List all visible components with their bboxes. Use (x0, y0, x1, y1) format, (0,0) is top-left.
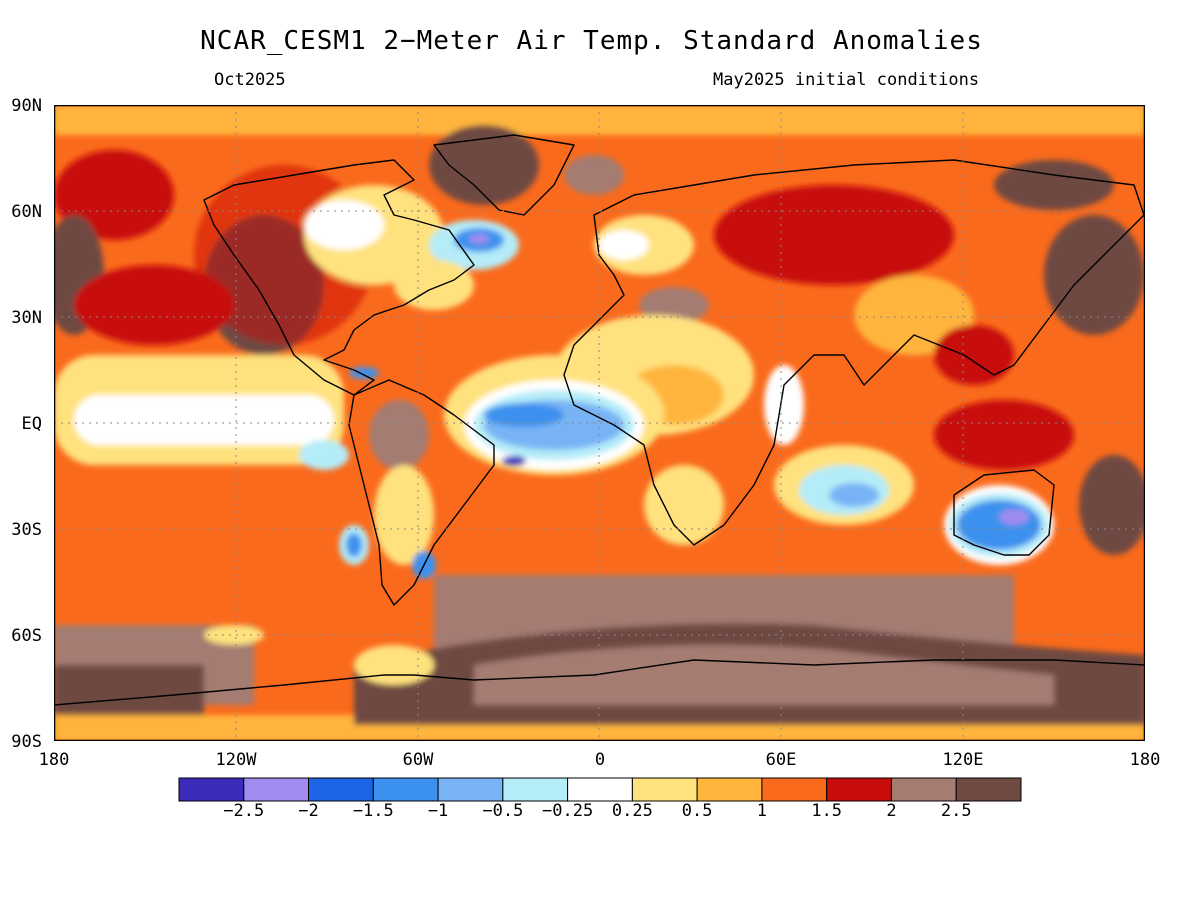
forecast-month: Oct2025 (214, 70, 286, 90)
lat-label-90n: 90N (11, 96, 42, 116)
siberia-dark (994, 160, 1114, 210)
coastlines (54, 134, 1145, 706)
wpac-dark (1079, 455, 1145, 555)
colorbar-swatch (955, 777, 1022, 802)
lon-label-120e: 120E (942, 750, 984, 770)
colorbar-swatch (890, 777, 957, 802)
colorbar (178, 777, 1022, 802)
greenland-dark (429, 125, 539, 205)
eq-pacific-white (74, 395, 334, 445)
colorbar-tick-label: −0.5 (482, 801, 524, 821)
pacific-mid (74, 265, 234, 345)
colorbar-swatch (761, 777, 828, 802)
canada-white (304, 200, 384, 250)
coast-south-america (348, 379, 495, 606)
antarctica-light (474, 645, 1054, 705)
australia-deep (999, 509, 1029, 525)
arctic-dark-2 (564, 155, 624, 195)
map-border (54, 105, 1145, 741)
colorbar-swatch (308, 777, 374, 802)
colorbar-swatch (178, 777, 245, 802)
s-america-light (374, 465, 434, 565)
mideast-dark (639, 287, 709, 323)
colorbar-swatch (826, 777, 892, 802)
south-pacific-light (204, 625, 264, 645)
colorbar-swatch (372, 777, 439, 802)
na-east (394, 260, 474, 310)
colorbar-tick-label: −2 (298, 801, 319, 821)
maritime-red (934, 400, 1074, 470)
lat-label-90s: 90S (11, 732, 42, 752)
colorbar-tick-label: 2.5 (940, 801, 972, 821)
south-pacific-dark (54, 665, 204, 715)
e-africa-white (764, 365, 804, 445)
colorbar-swatch (437, 777, 504, 802)
anomaly-map (54, 105, 1145, 741)
lon-label-120w: 120W (215, 750, 257, 770)
colorbar-tick-label: −0.25 (542, 801, 594, 821)
colorbar-tick-label: −1.5 (352, 801, 394, 821)
russia-red (714, 185, 954, 285)
colorbar-tick-label: 1.5 (811, 801, 843, 821)
s-america-blue (346, 533, 362, 557)
lat-label-30s: 30S (11, 520, 42, 540)
china-red (934, 325, 1014, 385)
coast-australia (953, 469, 1055, 556)
coast-greenland (433, 134, 575, 216)
colorbar-tick-label: −1 (427, 801, 449, 821)
chart-title: NCAR_CESM1 2−Meter Air Temp. Standard An… (200, 26, 983, 56)
colorbar-swatch (631, 777, 698, 802)
lat-label-60n: 60N (11, 202, 42, 222)
initial-conditions-label: May2025 initial conditions (713, 70, 980, 90)
lon-label-60w: 60W (402, 750, 434, 770)
colorbar-tick-label: −2.5 (223, 801, 265, 821)
coast-eurasia-africa (563, 159, 1145, 546)
central-asia-light (854, 275, 974, 355)
anomaly-fields (54, 105, 1145, 741)
hudson-deep (469, 234, 489, 244)
lon-label-180e: 180 (1129, 750, 1161, 770)
europe-white (599, 230, 649, 260)
s-africa-light (644, 465, 724, 545)
lon-label-180w: 180 (38, 750, 70, 770)
lon-label-60e: 60E (765, 750, 797, 770)
colorbar-swatch (243, 777, 310, 802)
graticule (54, 105, 1145, 741)
colorbar-tick-label: 2 (886, 801, 897, 821)
coast-north-america (203, 159, 475, 396)
colorbar-tick-label: 0.5 (681, 801, 713, 821)
coast-antarctica (54, 659, 1145, 706)
colorbar-swatch (502, 777, 569, 802)
lon-label-0: 0 (594, 750, 606, 770)
atlantic-purple (502, 456, 526, 466)
caribbean-blue (349, 367, 379, 379)
indian-blue (829, 483, 879, 507)
lat-label-eq: EQ (21, 414, 42, 434)
colorbar-tick-label: 0.25 (611, 801, 653, 821)
colorbar-tick-label: 1 (756, 801, 768, 821)
amazon-dark (369, 400, 429, 470)
colorbar-swatch (567, 777, 633, 802)
np-dark (54, 150, 174, 240)
lat-label-30n: 30N (11, 308, 42, 328)
ant-peninsula-light (354, 645, 434, 685)
eq-pacific-cyan (299, 440, 349, 470)
lat-label-60s: 60S (11, 626, 42, 646)
colorbar-swatch (696, 777, 763, 802)
atlantic-deep (484, 403, 564, 427)
eastasia-dark (1044, 215, 1144, 335)
